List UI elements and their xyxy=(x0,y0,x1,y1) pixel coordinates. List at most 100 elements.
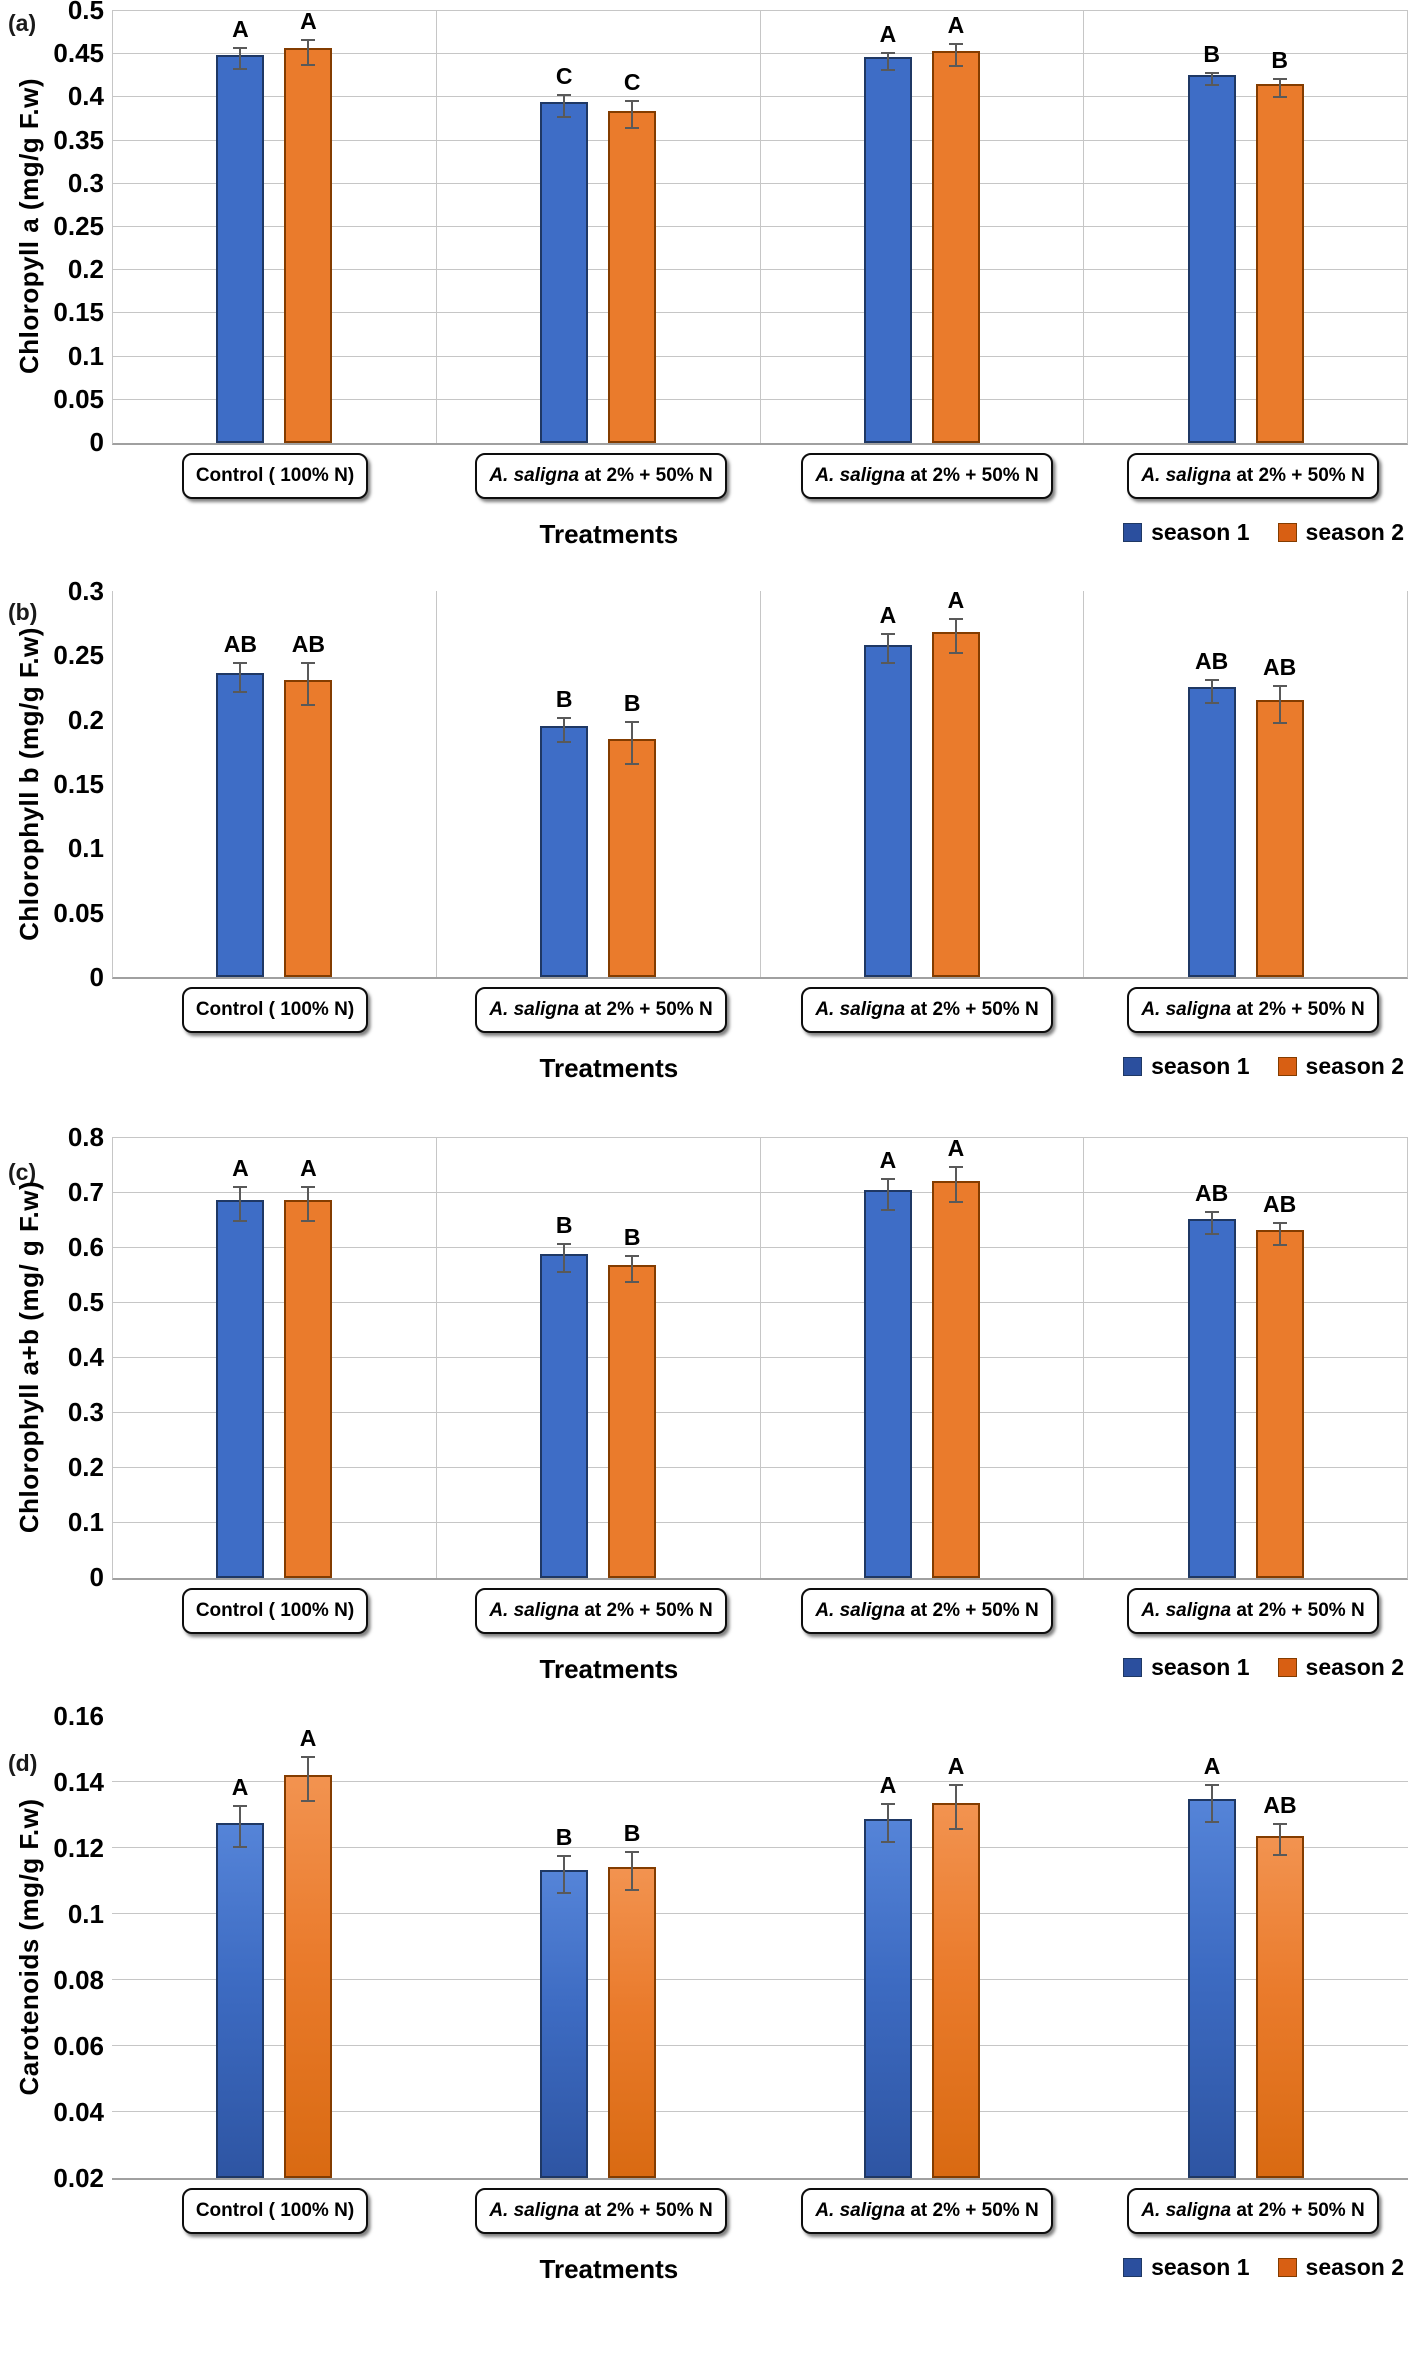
season2-bar xyxy=(931,632,980,977)
chart-panel-d: (d) Carotenoids (mg/g F.w) 0.16 0.14 0.12 0.1… xyxy=(0,1703,1416,2292)
significance-letter: B xyxy=(623,689,641,716)
error-bar-line xyxy=(631,720,634,765)
bar-wrap: B xyxy=(608,1716,656,2178)
bar-wrap: C xyxy=(540,11,589,443)
y-tick-label: 0.05 xyxy=(53,383,104,414)
season2-swatch-icon xyxy=(1277,2258,1297,2277)
significance-letter: B xyxy=(555,1211,573,1238)
error-bar xyxy=(300,38,316,67)
error-bar xyxy=(1272,684,1288,724)
error-bar xyxy=(880,1803,896,1844)
bar-wrap: A xyxy=(863,11,912,443)
error-bar xyxy=(1272,1823,1288,1857)
bar-wrap: AB xyxy=(1255,1138,1304,1578)
bar-wrap: C xyxy=(608,11,657,443)
error-bar xyxy=(1272,77,1288,99)
x-axis-title: Treatments xyxy=(539,1654,679,1684)
gridline xyxy=(112,1979,1408,1980)
season2-bar xyxy=(931,51,980,443)
y-tick-label: 0.08 xyxy=(53,1965,104,1995)
error-bar-line xyxy=(886,633,889,665)
y-tick-label: 0.2 xyxy=(67,254,104,285)
season1-bar xyxy=(864,1819,912,2178)
y-tick-label: 0 xyxy=(89,962,104,992)
significance-letter: AB xyxy=(291,630,325,657)
significance-letter: B xyxy=(1203,41,1220,68)
error-bar xyxy=(948,1783,964,1831)
y-tick-label: 0.2 xyxy=(67,704,104,735)
chart-panel-c: (c) Chlorophyll a+b (mg/ g F.w) 0.8 0.7 0.6 0… xyxy=(0,1124,1416,1692)
category-cell: A. saligna at 2% + 50% N xyxy=(438,1588,764,1634)
season1-bar xyxy=(216,1200,265,1578)
y-tick-label: 0.12 xyxy=(53,1833,104,1863)
plot-row: (a) Chloropyll a (mg/g F.w) 0.5 0.45 0.4 0.35… xyxy=(0,0,1416,455)
panel-label: (a) xyxy=(8,10,37,36)
category-text-species: A. saligna xyxy=(815,2200,906,2221)
bar-wrap: A xyxy=(216,11,265,443)
legend-item-season-2: season 2 xyxy=(1277,1055,1404,1078)
season1-bar xyxy=(540,725,589,977)
category-text: at 2% + 50% N xyxy=(1231,999,1365,1020)
bar-wrap: A xyxy=(864,1716,912,2178)
y-tick-label: 0.4 xyxy=(67,81,104,112)
y-tick-label: 0.5 xyxy=(67,0,104,25)
category-cell: A. saligna at 2% + 50% N xyxy=(764,2188,1090,2234)
category-text: Control ( 100% N) xyxy=(195,2200,355,2221)
bar-wrap: AB xyxy=(284,591,333,977)
bar-groups: A A B B A A A AB xyxy=(112,1716,1408,2178)
category-cell: Control ( 100% N) xyxy=(112,2188,438,2234)
y-axis-title: Chlorophyll a+b (mg/ g F.w) xyxy=(14,1180,44,1534)
significance-letter: AB xyxy=(1263,1792,1297,1819)
significance-letter: A xyxy=(947,1752,965,1779)
significance-letter: A xyxy=(879,20,897,47)
category-text: Control ( 100% N) xyxy=(195,999,355,1020)
legend-item-season-1: season 1 xyxy=(1123,1654,1250,1680)
significance-letter: A xyxy=(947,11,965,38)
category-cell: A. saligna at 2% + 50% N xyxy=(1090,2188,1416,2234)
error-bar xyxy=(1204,72,1220,87)
error-bar-line xyxy=(1211,1783,1213,1824)
y-axis-column: (d) Carotenoids (mg/g F.w) 0.16 0.14 0.12 0.1… xyxy=(0,1703,112,2191)
error-bar-line xyxy=(307,1755,309,1802)
legend-label: season 1 xyxy=(1151,519,1250,545)
category-label-box: Control ( 100% N) xyxy=(181,987,369,1033)
season2-bar xyxy=(1255,83,1304,443)
category-label-box: A. saligna at 2% + 50% N xyxy=(1127,987,1379,1033)
error-bar xyxy=(948,42,964,68)
legend-label: season 1 xyxy=(1151,1053,1250,1079)
error-bar-line xyxy=(887,1803,889,1844)
y-tick-label: 0.15 xyxy=(53,769,104,799)
error-bar xyxy=(1204,678,1220,705)
y-tick-label: 0.45 xyxy=(53,38,104,69)
category-label-box: Control ( 100% N) xyxy=(181,1588,369,1634)
y-tick-label: 0.3 xyxy=(67,167,104,198)
category-cell: A. saligna at 2% + 50% N xyxy=(438,2188,764,2234)
significance-letter: AB xyxy=(1263,1191,1297,1218)
y-tick-label: 0.25 xyxy=(53,211,104,241)
x-axis-title: Treatments xyxy=(539,519,679,549)
error-bar-line xyxy=(1278,684,1281,724)
error-bar-line xyxy=(954,1166,957,1204)
category-label-box: A. saligna at 2% + 50% N xyxy=(475,453,727,499)
treatment-group: AB AB xyxy=(1084,1138,1407,1578)
category-text-species: A. saligna xyxy=(489,1600,580,1621)
y-axis-title: Chloropyll a (mg/g F.w) xyxy=(14,77,44,375)
bar-wrap: A xyxy=(931,11,980,443)
y-tick-label: 0.8 xyxy=(67,1122,104,1152)
plot-row: (b) Chlorophyll b (mg/g F.w) 0.3 0.25 0.2 0.1… xyxy=(0,578,1416,990)
y-tick-label: 0.25 xyxy=(53,640,104,671)
legend-item-season-1: season 1 xyxy=(1123,519,1250,545)
season1-bar xyxy=(1187,75,1236,443)
category-cell: A. saligna at 2% + 50% N xyxy=(1090,453,1416,499)
y-tick-label: 0.2 xyxy=(67,1452,104,1482)
legend-label: season 1 xyxy=(1151,1654,1250,1680)
category-text-species: A. saligna xyxy=(815,1600,906,1621)
error-bar-line xyxy=(239,1805,241,1848)
error-bar-line xyxy=(886,1177,889,1211)
bar-wrap: B xyxy=(1255,11,1304,443)
season1-bar xyxy=(1187,1219,1236,1578)
category-cell: A. saligna at 2% + 50% N xyxy=(764,1588,1090,1634)
